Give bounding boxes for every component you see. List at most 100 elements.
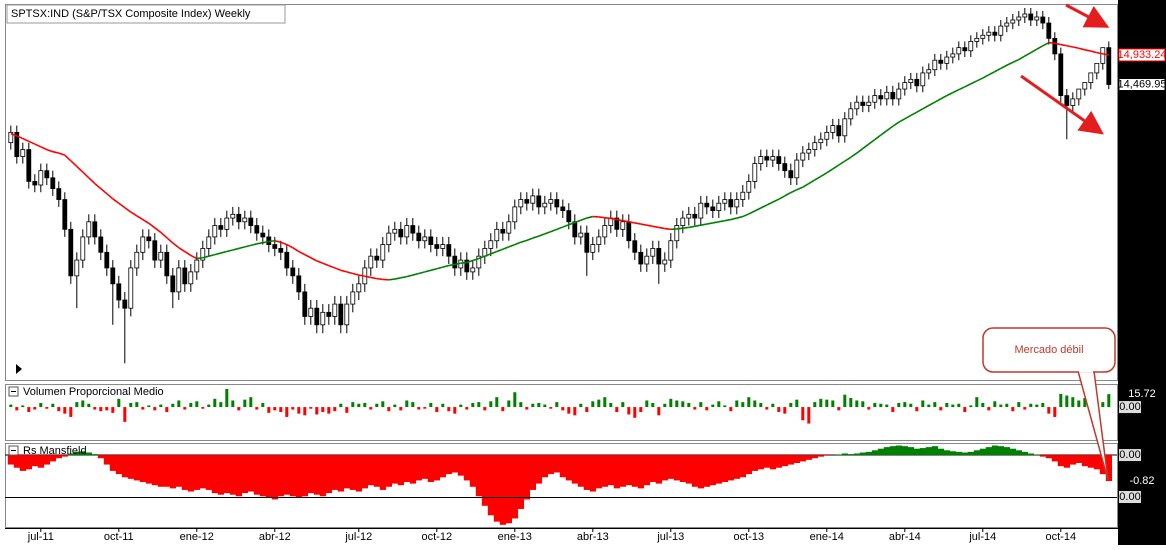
rs-area-slice [134, 455, 140, 480]
moving-average-segment [689, 226, 695, 227]
candle-body [1083, 83, 1087, 89]
rs-area-slice [446, 455, 452, 474]
rs-area-slice [926, 447, 932, 455]
candle-body [507, 222, 511, 233]
rs-area-slice [794, 455, 800, 463]
rs-area-slice [884, 447, 890, 455]
volume-bar [999, 405, 1002, 407]
volume-bar [165, 407, 168, 412]
volume-bar [909, 404, 912, 407]
candle-body [891, 92, 895, 99]
volume-bar [207, 405, 210, 407]
volume-bar [1041, 403, 1044, 407]
x-tick-label: abr-12 [259, 531, 291, 543]
volume-bar [585, 407, 588, 412]
rs-area-slice [710, 455, 716, 485]
candle-body [873, 96, 877, 103]
candle-body [279, 248, 283, 252]
rs-area-slice [836, 454, 842, 455]
rs-area-slice [590, 455, 596, 491]
rs-area-slice [752, 455, 758, 471]
candle-body [171, 276, 175, 292]
rs-area-slice [356, 455, 362, 491]
rs-area-slice [596, 455, 602, 488]
candle-body [561, 207, 565, 211]
candle-body [855, 102, 859, 109]
candle-body [633, 241, 637, 253]
rs-area-slice [284, 455, 290, 495]
candle-body [375, 256, 379, 260]
rs-area-slice [422, 455, 428, 479]
volume-bar [975, 397, 978, 407]
rs-area-slice [944, 450, 950, 455]
x-tick-label: jul-14 [968, 531, 996, 543]
moving-average-segment [725, 220, 731, 221]
volume-bar [591, 401, 594, 407]
candle-body [837, 126, 841, 136]
rs-area-slice [362, 455, 368, 488]
candle-body [369, 256, 373, 268]
rs-area-slice [500, 455, 506, 525]
rs-area-slice [230, 455, 236, 495]
candle-body [975, 38, 979, 41]
candle-body [63, 200, 67, 230]
candle-body [489, 241, 493, 249]
candle-body [993, 32, 997, 35]
candle-body [795, 160, 799, 178]
candle-body [909, 79, 913, 82]
rs-area-slice [98, 455, 104, 458]
volume-bar [531, 404, 534, 407]
candle-body [597, 237, 601, 245]
rs-area-slice [878, 449, 884, 455]
candle-body [321, 312, 325, 324]
moving-average-segment [605, 218, 611, 219]
candle-body [945, 57, 949, 63]
rs-area-slice [86, 453, 92, 456]
volume-bar [537, 403, 540, 407]
candle-body [1059, 54, 1063, 96]
volume-bar [639, 407, 642, 412]
candle-body [147, 237, 151, 241]
candle-body [297, 276, 301, 292]
rs-area-slice [896, 446, 902, 456]
rs-area-slice [470, 455, 476, 487]
candle-body [747, 181, 751, 192]
volume-bar [387, 407, 390, 411]
volume-bar [1065, 396, 1068, 408]
volume-bar [627, 407, 630, 414]
rs-area-slice [314, 455, 320, 495]
candle-body [213, 226, 217, 237]
volume-bar [39, 403, 42, 407]
candle-body [387, 233, 391, 244]
candle-body [273, 245, 277, 249]
rs-area-slice [950, 451, 956, 455]
candle-body [1101, 48, 1105, 64]
rs-area-slice [296, 455, 302, 498]
volume-bar [225, 389, 228, 407]
volume-bar [285, 407, 288, 417]
volume-bar [915, 407, 918, 411]
rs-area-slice [1082, 455, 1088, 466]
volume-bar [27, 407, 30, 412]
volume-bar [111, 407, 114, 413]
volume-bar [417, 407, 420, 409]
x-tick-label: oct-13 [734, 531, 765, 543]
volume-bar [213, 399, 216, 407]
volume-bar [405, 400, 408, 407]
moving-average-segment [695, 225, 701, 226]
rs-area-slice [650, 455, 656, 482]
volume-bar [735, 400, 738, 407]
candle-body [1005, 23, 1009, 26]
volume-bar [297, 407, 300, 414]
candle-body [357, 284, 361, 292]
candle-body [165, 252, 169, 276]
volume-bar [675, 400, 678, 407]
moving-average-segment [653, 226, 659, 227]
candle-body [675, 226, 679, 241]
candle-body [381, 245, 385, 261]
rs-area-slice [224, 455, 230, 493]
rs-area-slice [608, 455, 614, 485]
rs-area-slice [812, 455, 818, 458]
